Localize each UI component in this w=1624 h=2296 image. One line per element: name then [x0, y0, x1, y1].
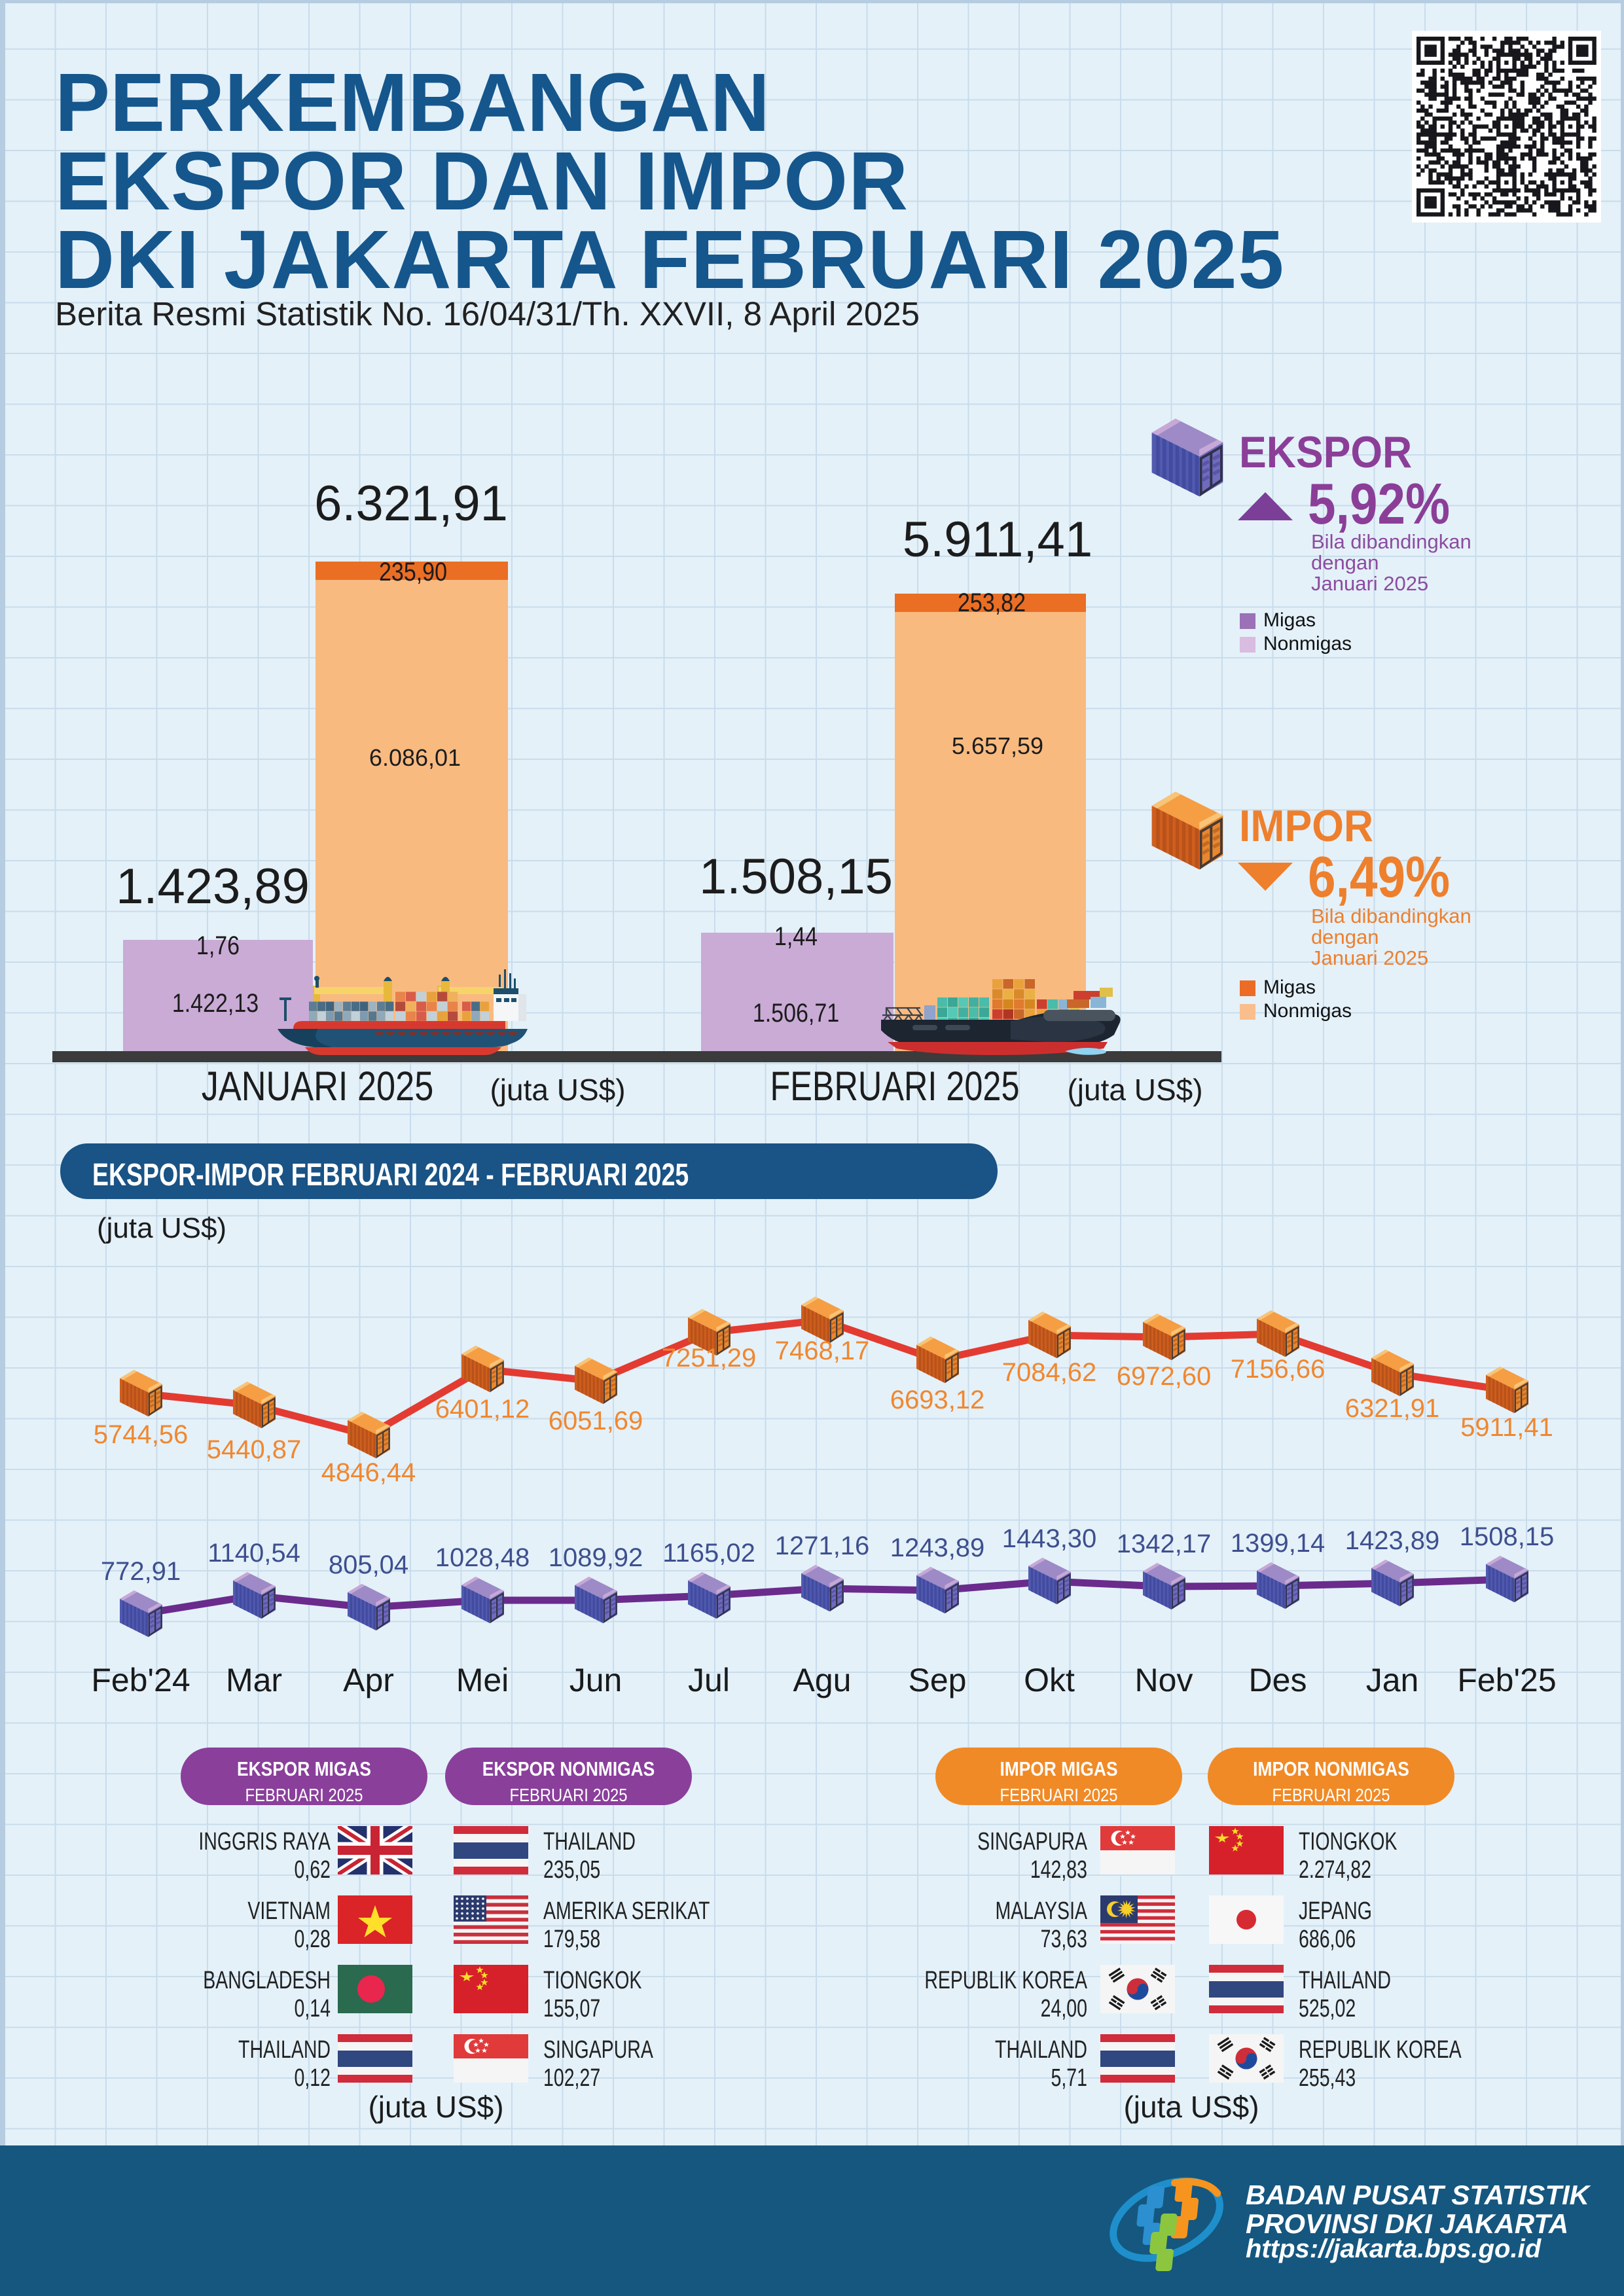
svg-text:Des: Des — [1249, 1662, 1307, 1698]
svg-text:Agu: Agu — [793, 1662, 852, 1698]
svg-text:Mar: Mar — [226, 1662, 282, 1698]
svg-text:7251,29: 7251,29 — [662, 1344, 757, 1372]
svg-text:Mei: Mei — [456, 1662, 509, 1698]
svg-text:7084,62: 7084,62 — [1002, 1358, 1097, 1387]
svg-text:1165,02: 1165,02 — [662, 1539, 755, 1568]
svg-text:6051,69: 6051,69 — [549, 1407, 643, 1435]
svg-text:Sep: Sep — [909, 1662, 967, 1698]
svg-text:7156,66: 7156,66 — [1231, 1355, 1326, 1384]
svg-text:5440,87: 5440,87 — [207, 1435, 302, 1464]
svg-text:1140,54: 1140,54 — [208, 1539, 300, 1568]
svg-text:Feb'25: Feb'25 — [1457, 1662, 1556, 1698]
svg-text:1089,92: 1089,92 — [549, 1543, 643, 1572]
svg-text:5744,56: 5744,56 — [94, 1420, 189, 1449]
svg-text:7468,17: 7468,17 — [775, 1336, 870, 1365]
svg-text:4846,44: 4846,44 — [321, 1458, 416, 1487]
svg-text:Apr: Apr — [343, 1662, 394, 1698]
svg-text:1271,16: 1271,16 — [775, 1532, 870, 1560]
svg-text:5911,41: 5911,41 — [1460, 1413, 1553, 1442]
svg-text:Feb'24: Feb'24 — [91, 1662, 190, 1698]
svg-text:Jul: Jul — [688, 1662, 730, 1698]
svg-text:1028,48: 1028,48 — [435, 1543, 530, 1572]
svg-text:1399,14: 1399,14 — [1231, 1529, 1326, 1558]
svg-text:1342,17: 1342,17 — [1117, 1530, 1212, 1558]
svg-text:6972,60: 6972,60 — [1117, 1362, 1212, 1391]
svg-text:Okt: Okt — [1024, 1662, 1075, 1698]
svg-text:6693,12: 6693,12 — [890, 1386, 985, 1414]
svg-text:772,91: 772,91 — [101, 1557, 181, 1586]
svg-text:Jun: Jun — [569, 1662, 623, 1698]
svg-text:1443,30: 1443,30 — [1002, 1524, 1097, 1553]
svg-text:6321,91: 6321,91 — [1345, 1394, 1440, 1423]
svg-text:6401,12: 6401,12 — [435, 1395, 530, 1424]
svg-text:Nov: Nov — [1135, 1662, 1193, 1698]
svg-text:Jan: Jan — [1366, 1662, 1419, 1698]
svg-text:1423,89: 1423,89 — [1345, 1526, 1440, 1555]
svg-text:1508,15: 1508,15 — [1460, 1522, 1555, 1551]
svg-text:1243,89: 1243,89 — [890, 1534, 985, 1562]
svg-text:805,04: 805,04 — [329, 1551, 408, 1579]
